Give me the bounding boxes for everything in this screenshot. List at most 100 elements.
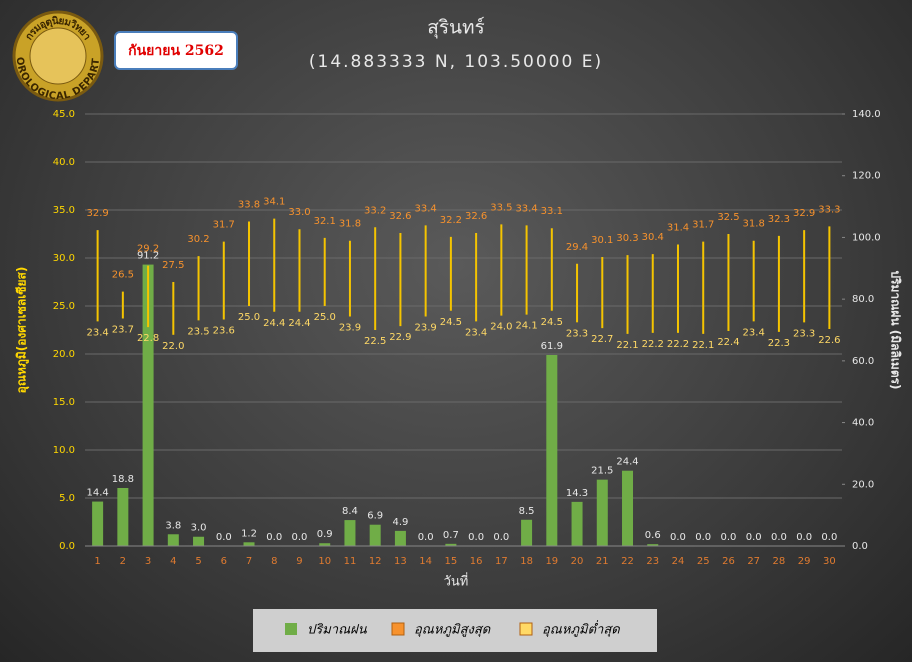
x-tick-label: 5 [195,556,201,567]
legend-swatch [519,622,533,636]
min-temp-label: 23.6 [213,325,235,336]
chart-subtitle: (14.883333 N, 103.50000 E) [309,52,603,72]
x-tick-label: 19 [545,556,558,567]
min-temp-label: 24.4 [288,318,310,329]
max-temp-label: 32.9 [793,208,815,219]
legend-label: อุณหภูมิสูงสุด [414,623,491,638]
x-tick-label: 2 [120,556,126,567]
min-temp-label: 22.3 [768,338,790,349]
bar [193,536,205,546]
bar-value-label: 3.0 [191,523,207,534]
min-temp-label: 22.2 [642,339,664,350]
x-tick-label: 28 [773,556,786,567]
min-temp-label: 24.0 [490,322,512,333]
min-temp-label: 24.5 [541,317,563,328]
bar [546,354,558,546]
bar-value-label: 0.0 [216,532,232,543]
max-temp-label: 33.3 [818,204,840,215]
x-tick-label: 27 [747,556,760,567]
bar-value-label: 0.0 [292,532,308,543]
y-axis-label: อุณหภูมิ(องศาเซลเซียส) [15,267,30,394]
bar-value-label: 0.0 [796,532,812,543]
max-temp-label: 33.1 [541,206,563,217]
x-tick-label: 18 [520,556,533,567]
max-temp-label: 32.1 [314,216,336,227]
x-tick-label: 23 [646,556,659,567]
max-temp-label: 32.6 [389,211,411,222]
y2-tick-label: 120.0 [852,171,881,182]
min-temp-label: 25.0 [238,312,260,323]
min-temp-label: 23.5 [187,326,209,337]
bar-value-label: 14.4 [86,488,108,499]
bar-value-label: 21.5 [591,466,613,477]
min-temp-label: 24.1 [515,321,537,332]
min-temp-label: 22.2 [667,339,689,350]
x-tick-label: 24 [672,556,685,567]
bar-value-label: 0.0 [746,532,762,543]
x-tick-label: 12 [369,556,382,567]
y-tick-label: 15.0 [53,397,75,408]
max-temp-label: 33.8 [238,200,260,211]
min-temp-label: 24.4 [263,318,285,329]
bar-value-label: 4.9 [392,517,408,528]
y2-tick-label: 100.0 [852,232,881,243]
max-temp-label: 31.4 [667,223,689,234]
bar-value-label: 61.9 [541,341,563,352]
bar-value-label: 18.8 [112,474,134,485]
x-tick-label: 20 [571,556,584,567]
max-temp-label: 30.1 [591,235,613,246]
x-tick-label: 8 [271,556,277,567]
legend [253,609,657,652]
bar-value-label: 0.6 [645,530,661,541]
max-temp-label: 29.2 [137,244,159,255]
x-tick-label: 29 [798,556,811,567]
max-temp-label: 31.7 [692,220,714,231]
max-temp-label: 31.7 [213,220,235,231]
min-temp-label: 23.4 [465,327,487,338]
date-box [114,31,238,70]
min-temp-label: 24.5 [440,317,462,328]
bar-value-label: 3.8 [165,520,181,531]
bar [571,501,583,546]
max-temp-label: 33.5 [490,202,512,213]
legend-label: ปริมาณฝน [307,623,368,638]
x-tick-label: 17 [495,556,508,567]
legend-swatch [285,623,297,635]
max-temp-label: 31.8 [339,219,361,230]
bar-value-label: 0.0 [670,532,686,543]
bar-value-label: 0.0 [695,532,711,543]
max-temp-label: 32.6 [465,211,487,222]
date: กันยายน 2562 [128,43,224,59]
max-temp-label: 27.5 [162,260,184,271]
min-temp-label: 22.1 [692,340,714,351]
min-temp-label: 22.4 [717,337,739,348]
bar [521,519,533,546]
bar-value-label: 8.5 [519,506,535,517]
logo: กรมอุตุนิยมวิทยา METEOROLOGICAL DEPARTME… [0,0,104,102]
bar-value-label: 0.7 [443,530,459,541]
max-temp-label: 33.4 [515,203,537,214]
y-tick-label: 45.0 [53,109,75,120]
bar [622,470,634,546]
max-temp-label: 29.4 [566,242,588,253]
min-temp-label: 22.9 [389,332,411,343]
x-tick-label: 26 [722,556,735,567]
y2-tick-label: 0.0 [852,541,868,552]
max-temp-label: 32.9 [86,208,108,219]
min-temp-label: 22.7 [591,334,613,345]
max-temp-label: 30.3 [616,233,638,244]
bar [243,542,255,546]
y2-tick-label: 20.0 [852,479,874,490]
legend-swatch [391,622,405,636]
bar-value-label: 91.2 [137,251,159,262]
y-tick-label: 40.0 [53,157,75,168]
max-temp-label: 31.8 [743,219,765,230]
bar [596,479,608,546]
bar-value-label: 24.4 [616,457,638,468]
x-tick-label: 4 [170,556,176,567]
min-temp-label: 23.4 [743,327,765,338]
max-temp-label: 33.0 [288,207,310,218]
bar [117,487,129,546]
min-temp-label: 23.7 [112,324,134,335]
x-tick-label: 1 [94,556,100,567]
